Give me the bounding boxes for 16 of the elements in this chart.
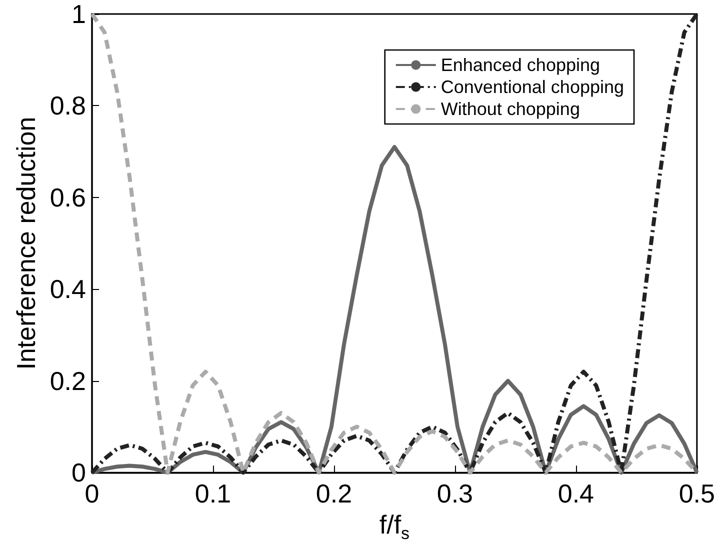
y-tick-label: 1 (72, 0, 86, 29)
legend-label: Conventional chopping (440, 77, 624, 97)
y-tick-label: 0 (72, 458, 86, 488)
legend-label: Enhanced chopping (440, 55, 600, 75)
y-axis-title: Interference reduction (10, 116, 41, 370)
line-series (90, 12, 699, 475)
y-tick-label: 0.8 (50, 90, 86, 121)
x-tick-label: 0.4 (558, 478, 594, 509)
legend-label: Without chopping (440, 99, 580, 119)
x-tick-label: 0.3 (436, 478, 474, 509)
x-tick-label: 0.1 (194, 478, 232, 509)
y-tick-label: 0.6 (50, 182, 86, 212)
y-tick-label: 0.4 (50, 274, 86, 304)
y-tick-label: 0.2 (50, 366, 86, 396)
x-tick-label: 0.5 (678, 478, 716, 509)
x-tick-label: 0.2 (316, 478, 352, 509)
